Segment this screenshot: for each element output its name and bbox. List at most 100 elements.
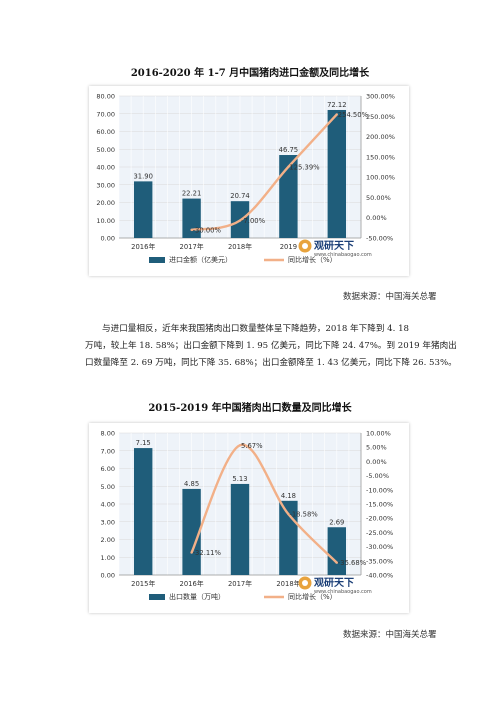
chart-2-frame: 0.00 1.00 2.00 3.00 4.00 5.00 6.00 7.00 8.00 -40.… [89,423,409,613]
paragraph-line: 口数量降至 2. 69 万吨，同比下降 35. 68%；出口金额降至 1. 43… [85,358,457,368]
right-axis-tick-label: 300.00% [366,93,395,101]
category-tick-label: 2016年 [180,579,204,588]
chart-2-title: 2015-2019 年中国猪肉出口数量及同比增长 [148,403,352,414]
legend-label-bar: 出口数量（万吨） [169,592,225,601]
chart-1-title: 2016-2020 年 1-7 月中国猪肉进口金额及同比增长 [130,68,370,79]
right-axis-tick-label: 10.00% [366,430,391,438]
bar-value-label: 5.13 [232,475,247,483]
chart-2-source: 数据来源：中国海关总署 [343,630,437,640]
left-axis-tick-label: 70.00 [96,110,115,118]
paragraph-line: 与进口量相反，近年来我国猪肉出口数量整体呈下降趋势，2018 年下降到 4. 1… [102,324,410,334]
right-axis-tick-label: -30.00% [366,543,393,551]
line-point [287,165,290,169]
right-axis-tick-label: -35.00% [366,557,393,565]
legend-swatch-bar [149,257,165,263]
bar [230,483,250,575]
left-axis-tick-label: 10.00 [96,217,115,225]
watermark-url: www.chinabaogao.com [314,252,372,258]
left-axis-tick-label: 0.00 [101,572,115,580]
legend-label-line: 同比增长（%） [288,592,337,601]
right-axis-tick-label: 200.00% [366,133,395,141]
left-axis-tick-label: 50.00 [96,146,115,154]
category-tick-label: 2019 [280,243,297,251]
bar [134,448,153,575]
bar [327,527,346,575]
left-axis-tick-label: 40.00 [96,164,115,172]
left-axis-tick-label: 30.00 [96,181,115,189]
line-point [238,219,242,222]
right-axis-tick-label: -5.00% [366,472,389,480]
left-axis-tick-label: 0.00 [101,235,115,243]
line-series [191,113,338,232]
category-tick-label: 2018年 [276,579,300,588]
bar-value-label: 4.18 [281,492,296,500]
bar [134,181,153,238]
left-axis-tick-label: 20.00 [96,199,115,207]
bar [279,155,298,238]
line-value-label: -35.68% [338,559,367,567]
line-point [287,512,290,516]
right-axis-tick-label: -10.00% [366,486,393,494]
bar-value-label: 46.75 [279,146,298,154]
left-axis-tick-label: 8.00 [101,430,115,438]
right-axis-tick-label: -20.00% [366,515,393,523]
right-axis-tick-label: 50.00% [366,194,391,202]
bar [327,109,346,238]
category-tick-label: 2017年 [228,579,252,588]
right-axis-tick-label: -15.00% [366,501,393,509]
bar-value-label: 20.74 [230,192,249,200]
chart-1-frame: 0.00 10.00 20.00 30.00 40.00 50.00 60.00 70.00 8… [89,86,409,276]
watermark-brand: 观研天下 [314,577,354,589]
left-axis-tick-label: 3.00 [101,518,115,526]
paragraph-line: 万吨，较上年 18. 58%；出口金额下降到 1. 95 亿美元，同比下降 24… [85,341,457,351]
bar-value-label: 72.12 [327,101,346,109]
right-axis-tick-label: 5.00% [366,444,387,452]
left-axis-tick-label: 6.00 [101,465,115,473]
left-axis-tick-label: 5.00 [101,483,115,491]
line-value-label: 5.67% [241,442,263,450]
watermark-brand: 观研天下 [314,240,354,252]
chart-1-svg: 0.00 10.00 20.00 30.00 40.00 50.00 60.00 70.00 8… [96,93,395,265]
bar [182,488,201,575]
right-axis-tick-label: 0.00% [366,214,387,222]
watermark-url: www.chinabaogao.com [314,589,372,595]
line-point [190,551,193,554]
right-axis-tick-label: 250.00% [366,113,395,121]
category-tick-label: 2017年 [180,242,204,251]
left-axis-tick-label: 2.00 [101,536,115,544]
line-value-label: -32.11% [193,549,222,557]
left-axis-tick-label: 7.00 [101,447,115,455]
line-series [190,443,338,564]
line-point [238,444,242,447]
line-value-label: 254.50% [338,111,369,119]
line-value-label: 125.39% [289,163,320,171]
category-tick-label: 2015年 [131,579,155,588]
bar-value-label: 22.21 [182,190,201,198]
line-point [190,228,193,232]
right-axis-tick-label: 0.00% [366,458,387,466]
category-tick-label: 2016年 [131,242,155,251]
chart-2-svg: 0.00 1.00 2.00 3.00 4.00 5.00 6.00 7.00 8.00 -40.… [101,430,394,602]
right-axis-tick-label: -25.00% [366,529,393,537]
body-paragraph: 与进口量相反，近年来我国猪肉出口数量整体呈下降趋势，2018 年下降到 4. 1… [85,321,465,372]
category-tick-label: 2018年 [228,242,252,251]
chart-1-source: 数据来源：中国海关总署 [343,292,437,302]
left-axis-tick-label: 4.00 [101,501,115,509]
right-axis-tick-label: -50.00% [366,235,393,243]
line-point [335,113,338,116]
legend-label-line: 同比增长（%） [288,255,337,264]
bar [182,198,201,238]
right-axis-tick-label: 150.00% [366,153,395,161]
bar-value-label: 31.90 [133,172,152,180]
left-axis-tick-label: 80.00 [96,93,115,101]
watermark-emblem-center [302,243,308,249]
bar-value-label: 4.85 [184,480,199,488]
watermark-emblem-center [302,580,308,586]
left-axis-tick-label: 1.00 [101,554,115,562]
line-value-label: -7.00% [241,217,266,225]
legend-label-bar: 进口金额（亿美元） [169,255,232,264]
right-axis-tick-label: 100.00% [366,174,395,182]
line-value-label: -18.58% [289,511,318,519]
